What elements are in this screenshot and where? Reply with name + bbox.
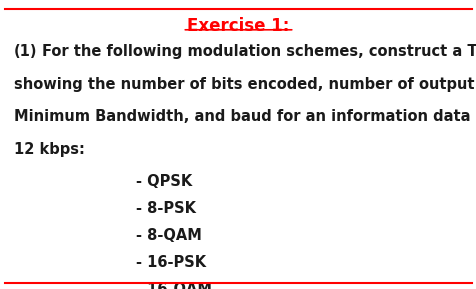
Text: 12 kbps:: 12 kbps: [14,142,85,157]
Text: For the following modulation schemes, construct a Table: For the following modulation schemes, co… [42,44,476,59]
Text: - 16-QAM: - 16-QAM [135,282,211,289]
Text: - 16-PSK: - 16-PSK [135,255,205,270]
Text: - 8-QAM: - 8-QAM [135,228,201,243]
Text: (1): (1) [14,44,38,59]
Text: Exercise 1:: Exercise 1: [187,17,289,35]
Text: - 8-PSK: - 8-PSK [135,201,195,216]
Text: - QPSK: - QPSK [135,174,191,189]
Text: Minimum Bandwidth, and baud for an information data rate of: Minimum Bandwidth, and baud for an infor… [14,109,476,124]
Text: showing the number of bits encoded, number of output conditions,: showing the number of bits encoded, numb… [14,77,476,92]
